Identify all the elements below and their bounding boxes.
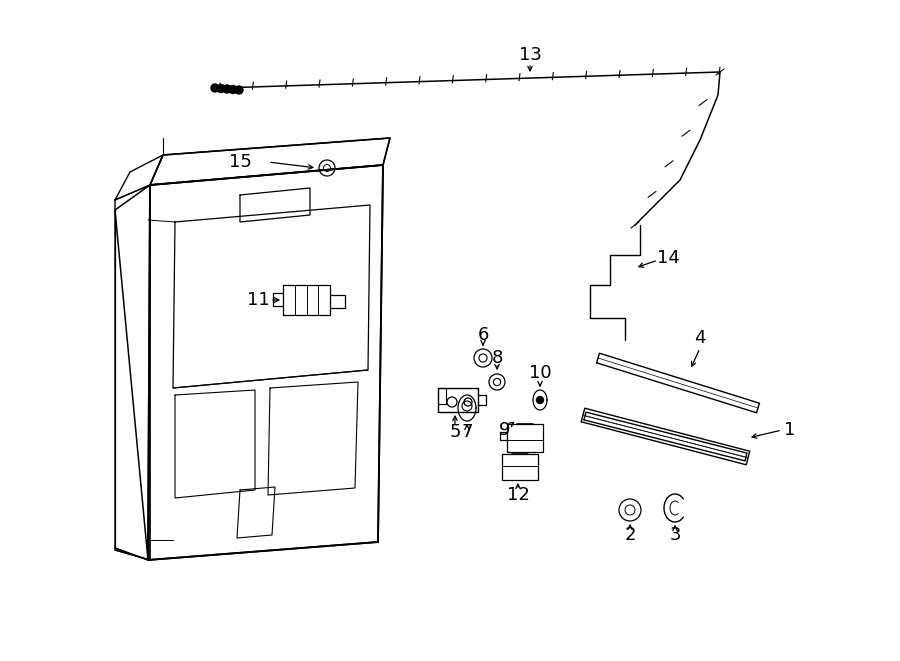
Text: 13: 13 — [518, 46, 542, 64]
Text: 5: 5 — [449, 423, 461, 441]
Text: 6: 6 — [477, 326, 489, 344]
Text: 7: 7 — [461, 423, 472, 441]
Circle shape — [223, 85, 231, 93]
Text: 4: 4 — [694, 329, 706, 347]
Text: 12: 12 — [507, 486, 529, 504]
Circle shape — [536, 397, 544, 403]
Text: 2: 2 — [625, 526, 635, 544]
Circle shape — [217, 85, 225, 93]
Circle shape — [235, 86, 243, 94]
Text: 1: 1 — [784, 421, 796, 439]
Text: 9: 9 — [500, 421, 511, 439]
Text: 11: 11 — [247, 291, 269, 309]
Text: 15: 15 — [229, 153, 251, 171]
Text: 8: 8 — [491, 349, 503, 367]
Text: 3: 3 — [670, 526, 680, 544]
Circle shape — [229, 85, 237, 93]
Circle shape — [211, 84, 219, 92]
Text: 10: 10 — [528, 364, 552, 382]
Text: 14: 14 — [657, 249, 680, 267]
